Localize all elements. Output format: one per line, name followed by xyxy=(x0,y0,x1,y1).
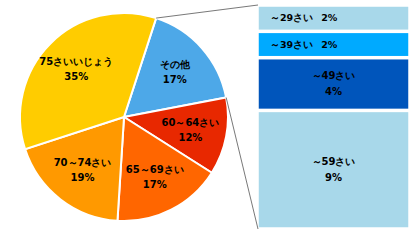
pie-slice xyxy=(117,117,211,221)
slice-value-label: 12% xyxy=(178,132,202,143)
pie-slice xyxy=(20,13,156,149)
pie-labels: その他 17% 60～64さい 12% 65～69さい 17% 70～74さい 19% 75さい… xyxy=(39,56,219,190)
segment-value: 2% xyxy=(321,38,338,49)
slice-label: 60～64さい xyxy=(161,117,219,128)
slice-label: その他 xyxy=(160,59,191,70)
breakdown-bars xyxy=(258,6,409,228)
segment-value: 9% xyxy=(325,172,342,183)
breakdown-segment xyxy=(258,59,409,110)
segment-label: ～39さい 2% xyxy=(270,38,338,49)
segment-category: ～39さい xyxy=(270,38,313,49)
connector-line xyxy=(226,98,258,229)
segment-category: ～59さい xyxy=(312,156,356,167)
slice-label: 75さいいじょう xyxy=(39,56,113,68)
slice-label: 65～69さい xyxy=(126,164,184,175)
slice-label: 70～74さい xyxy=(54,157,112,168)
segment-category: ～29さい xyxy=(270,12,313,23)
segment-value: 4% xyxy=(325,86,342,97)
segment-value: 2% xyxy=(321,12,338,23)
breakdown-segment xyxy=(258,32,409,56)
segment-label: ～29さい 2% xyxy=(270,12,338,23)
slice-value-label: 17% xyxy=(143,179,167,190)
pie xyxy=(20,13,228,221)
segment-category: ～49さい xyxy=(312,70,356,81)
breakdown-labels: ～29さい 2% ～39さい 2% ～49さい 4% ～59さい 9% xyxy=(270,12,355,183)
slice-value-label: 19% xyxy=(71,172,95,183)
connector-line xyxy=(156,5,258,18)
breakdown-segment xyxy=(258,6,409,30)
chart-canvas: その他 17% 60～64さい 12% 65～69さい 17% 70～74さい 19% 75さい… xyxy=(0,0,413,234)
breakdown-segment xyxy=(258,111,409,228)
slice-value-label: 35% xyxy=(64,71,88,82)
slice-value-label: 17% xyxy=(163,74,187,85)
